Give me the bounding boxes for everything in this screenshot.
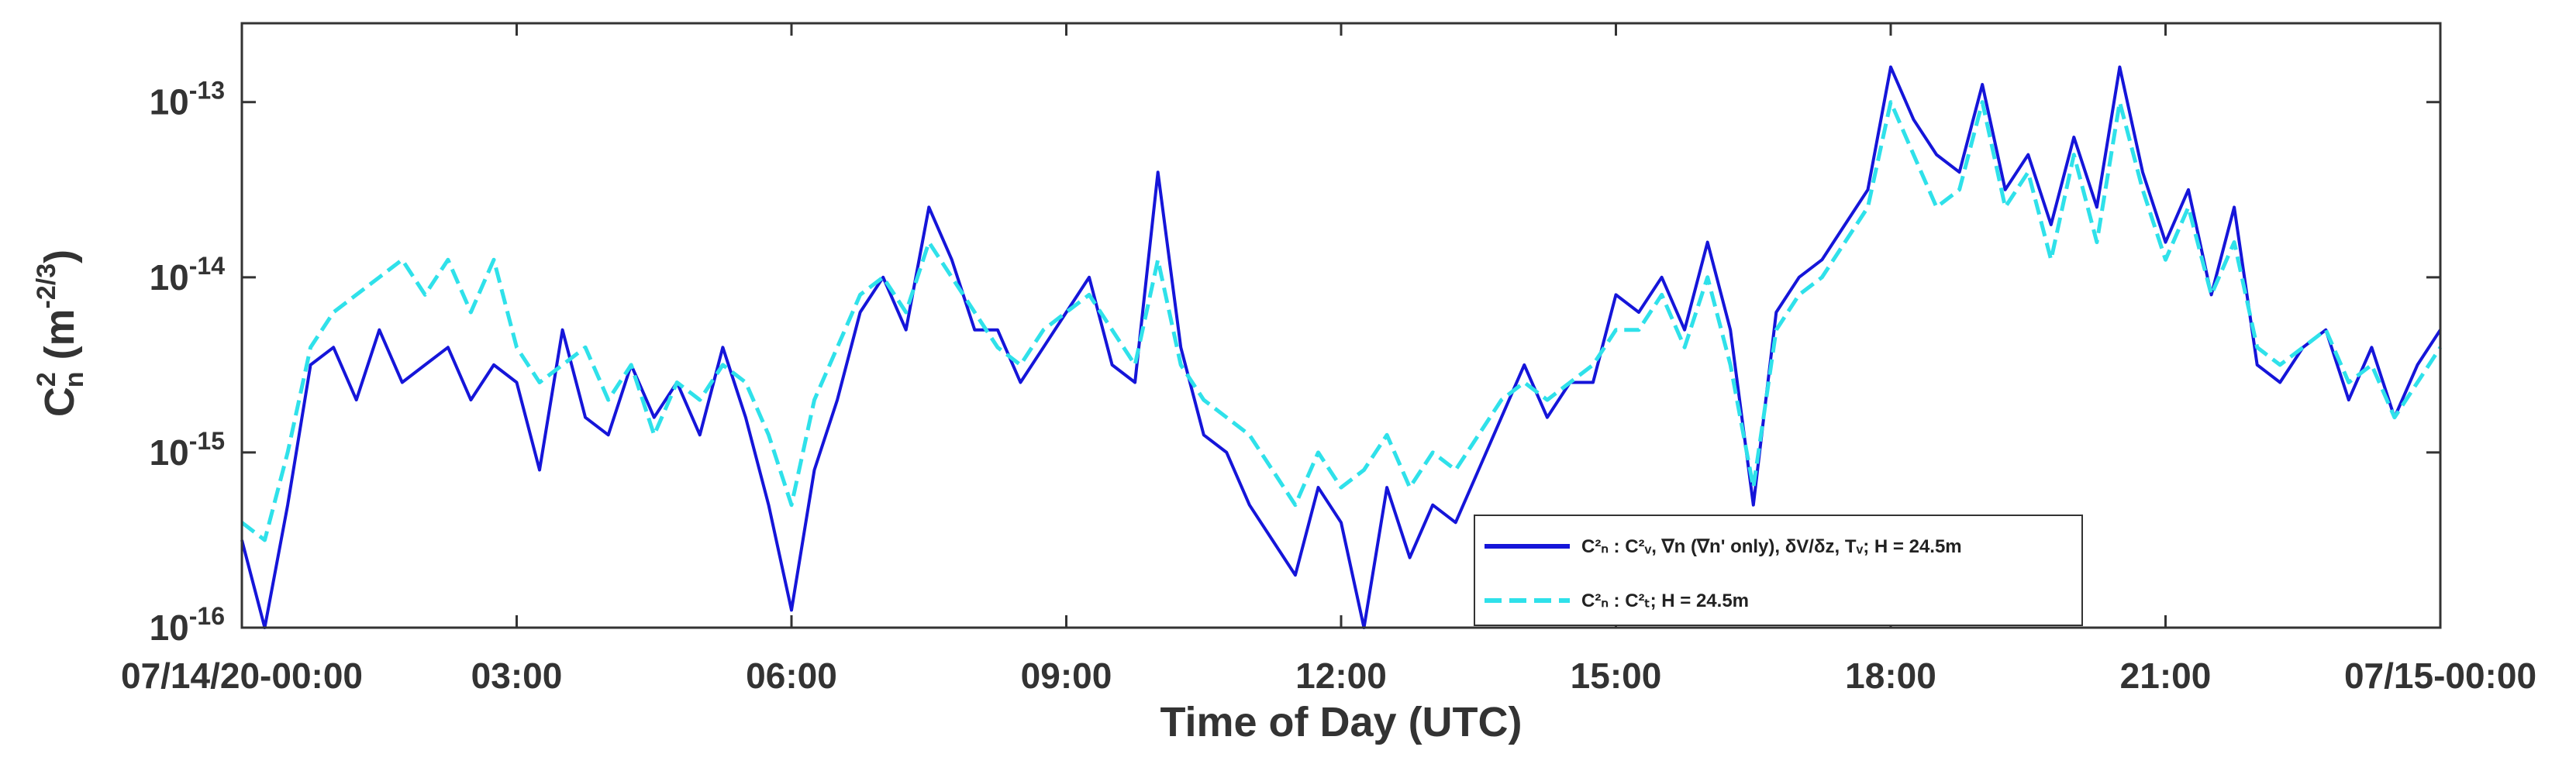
x-tick-label: 07/14/20-00:00 — [121, 656, 363, 696]
y-tick-label: 10-13 — [150, 77, 225, 122]
y-tick-label: 10-15 — [150, 427, 225, 473]
x-axis: 07/14/20-00:00 03:00 06:00 09:00 12:00 15:00 1… — [121, 23, 2536, 696]
y-axis-title-close: ) — [36, 250, 83, 263]
legend-box — [1474, 515, 2083, 626]
y-axis-title-sup: 2 — [32, 372, 61, 387]
x-tick-label: 12:00 — [1295, 656, 1387, 696]
x-tick-label: 15:00 — [1571, 656, 1662, 696]
legend-label-series-2: C²ₙ : C²ₜ; H = 24.5m — [1581, 590, 1749, 611]
y-axis-title-sub: n — [60, 371, 89, 387]
y-tick-label: 10-14 — [150, 252, 226, 298]
y-axis-title-base: C — [36, 387, 83, 417]
y-axis-title-unit-sup: -2/3 — [32, 263, 61, 309]
x-tick-label: 03:00 — [471, 656, 563, 696]
y-tick-label: 10-16 — [150, 602, 225, 648]
series-line-2 — [240, 100, 2443, 542]
x-tick-label: 21:00 — [2120, 656, 2212, 696]
y-axis: 10-16 10-15 10-14 10-13 — [150, 77, 2440, 648]
x-tick-label: 06:00 — [746, 656, 837, 696]
y-axis-title-unit: (m — [36, 308, 83, 371]
series-layer — [240, 65, 2443, 629]
x-axis-title: Time of Day (UTC) — [1160, 699, 1522, 745]
legend-label-series-1: C²ₙ : C²ᵥ, ∇n (∇n' only), δV/δz, Tᵥ; H =… — [1581, 536, 1962, 557]
x-tick-label: 18:00 — [1845, 656, 1936, 696]
y-axis-title: C2n (m-2/3) — [32, 250, 89, 417]
x-tick-label: 07/15-00:00 — [2344, 656, 2536, 696]
legend: C²ₙ : C²ᵥ, ∇n (∇n' only), δV/δz, Tᵥ; H =… — [1474, 515, 2083, 626]
x-tick-label: 09:00 — [1021, 656, 1112, 696]
series-line-1 — [240, 65, 2442, 629]
